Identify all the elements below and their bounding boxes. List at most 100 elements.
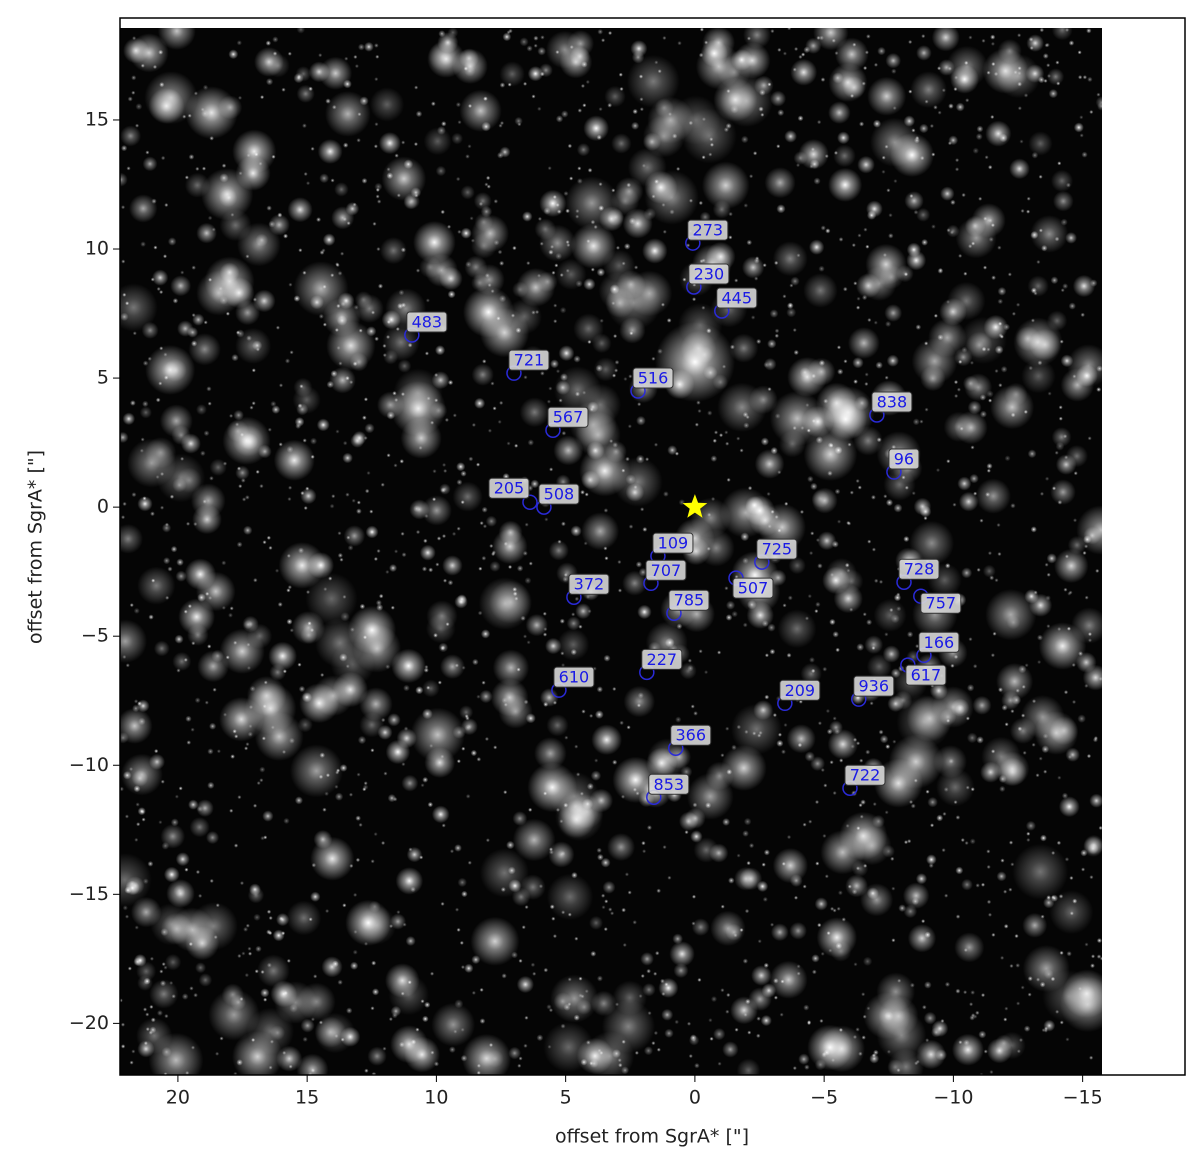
background-star [534, 737, 567, 770]
background-star [498, 123, 503, 128]
background-star [766, 491, 771, 496]
background-star [611, 133, 632, 154]
background-star [958, 1040, 963, 1045]
background-star [371, 988, 380, 996]
background-star [998, 687, 1003, 693]
background-star [782, 294, 787, 299]
background-star [599, 206, 624, 232]
background-star [642, 526, 648, 532]
background-star [884, 632, 889, 637]
background-star [824, 154, 829, 159]
background-star [764, 653, 769, 658]
background-star [731, 744, 737, 751]
background-star [985, 492, 991, 497]
background-star [337, 292, 355, 310]
background-star [426, 600, 458, 632]
background-star [557, 628, 590, 661]
background-star [219, 262, 240, 283]
background-star [476, 1063, 481, 1068]
background-star [565, 268, 570, 273]
background-star [456, 759, 461, 764]
background-star [975, 478, 1011, 514]
background-star [527, 439, 535, 446]
background-star [516, 975, 534, 994]
background-star [169, 980, 174, 985]
background-star [375, 187, 380, 192]
background-star [330, 273, 335, 278]
background-star [687, 658, 692, 663]
background-star [266, 929, 272, 935]
background-star [215, 903, 220, 908]
background-star [159, 969, 164, 974]
background-star [132, 331, 137, 336]
background-star [893, 503, 903, 513]
background-star [989, 1070, 994, 1075]
background-star [878, 729, 884, 735]
background-star [152, 269, 169, 286]
label-box [406, 311, 448, 333]
background-star [410, 886, 416, 893]
background-star [267, 427, 272, 432]
plot-frame [119, 17, 1186, 1076]
background-star [460, 185, 475, 200]
background-star [390, 605, 395, 610]
background-star [740, 532, 750, 542]
background-star [781, 861, 786, 866]
background-star [497, 151, 504, 159]
background-star [251, 401, 256, 406]
background-star [237, 222, 281, 267]
background-star [296, 28, 306, 34]
background-star [276, 913, 290, 927]
background-star [597, 28, 604, 35]
background-star [1026, 209, 1031, 214]
background-star [1037, 634, 1043, 641]
background-star [131, 90, 136, 95]
background-star [819, 1018, 824, 1023]
background-star [792, 425, 797, 431]
background-star [815, 861, 820, 866]
background-star [885, 744, 891, 750]
point-label: 483 [412, 312, 443, 331]
background-star [1042, 53, 1049, 59]
background-star [137, 974, 153, 991]
background-star [761, 862, 766, 867]
background-star [749, 174, 754, 179]
background-star [1038, 756, 1043, 761]
background-star [537, 216, 542, 221]
background-star [249, 405, 254, 410]
background-star [422, 776, 429, 783]
background-star [465, 154, 470, 159]
background-star [278, 542, 326, 589]
background-star [772, 241, 808, 277]
background-star [936, 814, 944, 822]
background-star [324, 91, 371, 137]
background-star [496, 316, 501, 321]
background-star [644, 170, 678, 204]
background-star [904, 191, 924, 211]
background-star [984, 155, 989, 160]
background-star [498, 295, 507, 303]
point-label: 725 [762, 540, 793, 559]
background-star [355, 857, 361, 863]
background-star [194, 697, 201, 704]
background-star [777, 47, 782, 52]
background-star [421, 679, 440, 698]
background-star [256, 781, 261, 786]
background-star [991, 275, 996, 281]
background-star [253, 803, 258, 808]
background-star [176, 668, 181, 673]
background-star [342, 903, 347, 908]
background-star [357, 112, 362, 117]
background-star [761, 620, 769, 627]
background-star [747, 485, 753, 491]
background-star [208, 989, 260, 1041]
background-star [619, 720, 624, 726]
background-star [506, 840, 515, 850]
background-star [857, 233, 862, 238]
background-star [815, 601, 821, 608]
background-star [279, 383, 284, 388]
background-star [1065, 232, 1077, 244]
background-star [608, 31, 613, 36]
background-star [986, 899, 992, 905]
background-star [425, 298, 430, 303]
